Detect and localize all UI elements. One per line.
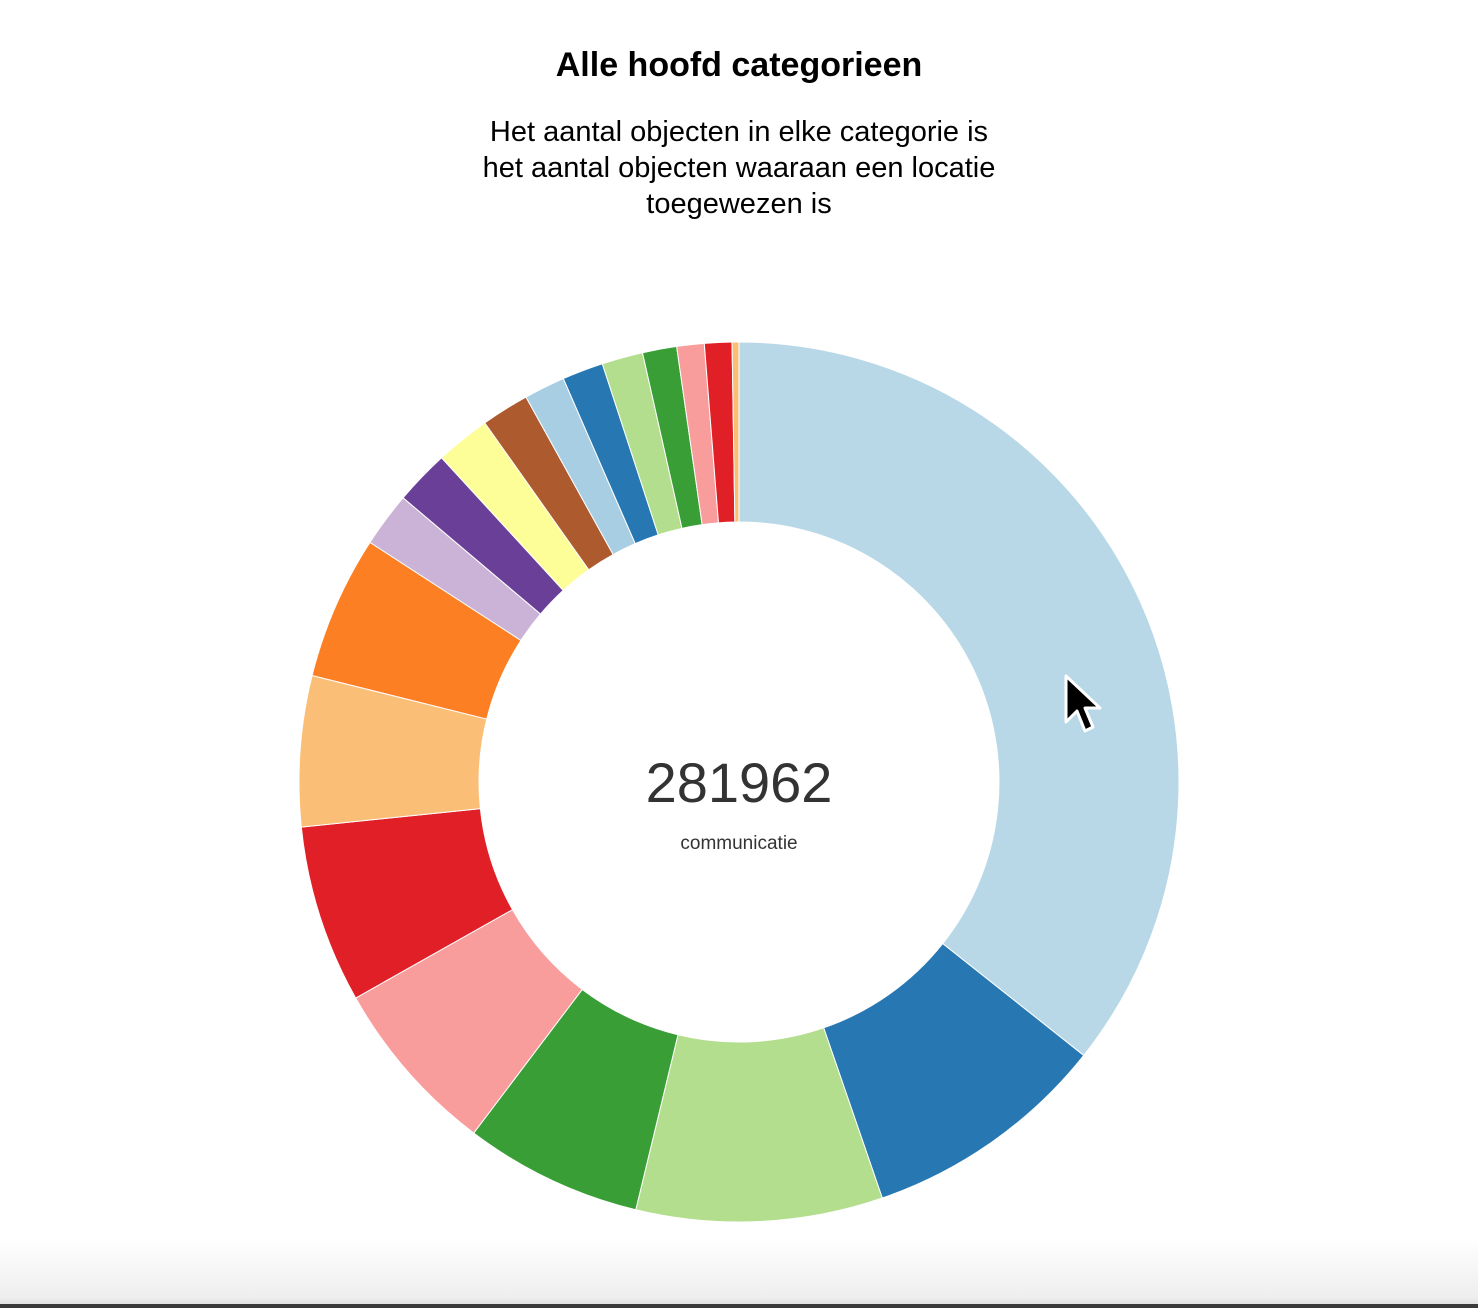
chart-subtitle: Het aantal objecten in elke categorie is… (439, 114, 1039, 222)
donut-slices (298, 341, 1180, 1223)
center-label: communicatie (680, 833, 797, 854)
donut-slice-19[interactable] (731, 341, 740, 523)
subtitle-line: toegewezen is (646, 188, 832, 220)
mouse-pointer-icon (1064, 674, 1102, 733)
subtitle-line: Het aantal objecten in elke categorie is (489, 116, 989, 148)
bottom-shadow (0, 1238, 1478, 1308)
chart-title: Alle hoofd categorieen (555, 46, 923, 84)
subtitle-line: het aantal objecten waaraan een locatie (482, 152, 996, 184)
donut-slice-1[interactable] (738, 341, 1180, 1057)
center-value: 281962 (646, 751, 833, 814)
bottom-edge (0, 1304, 1478, 1308)
